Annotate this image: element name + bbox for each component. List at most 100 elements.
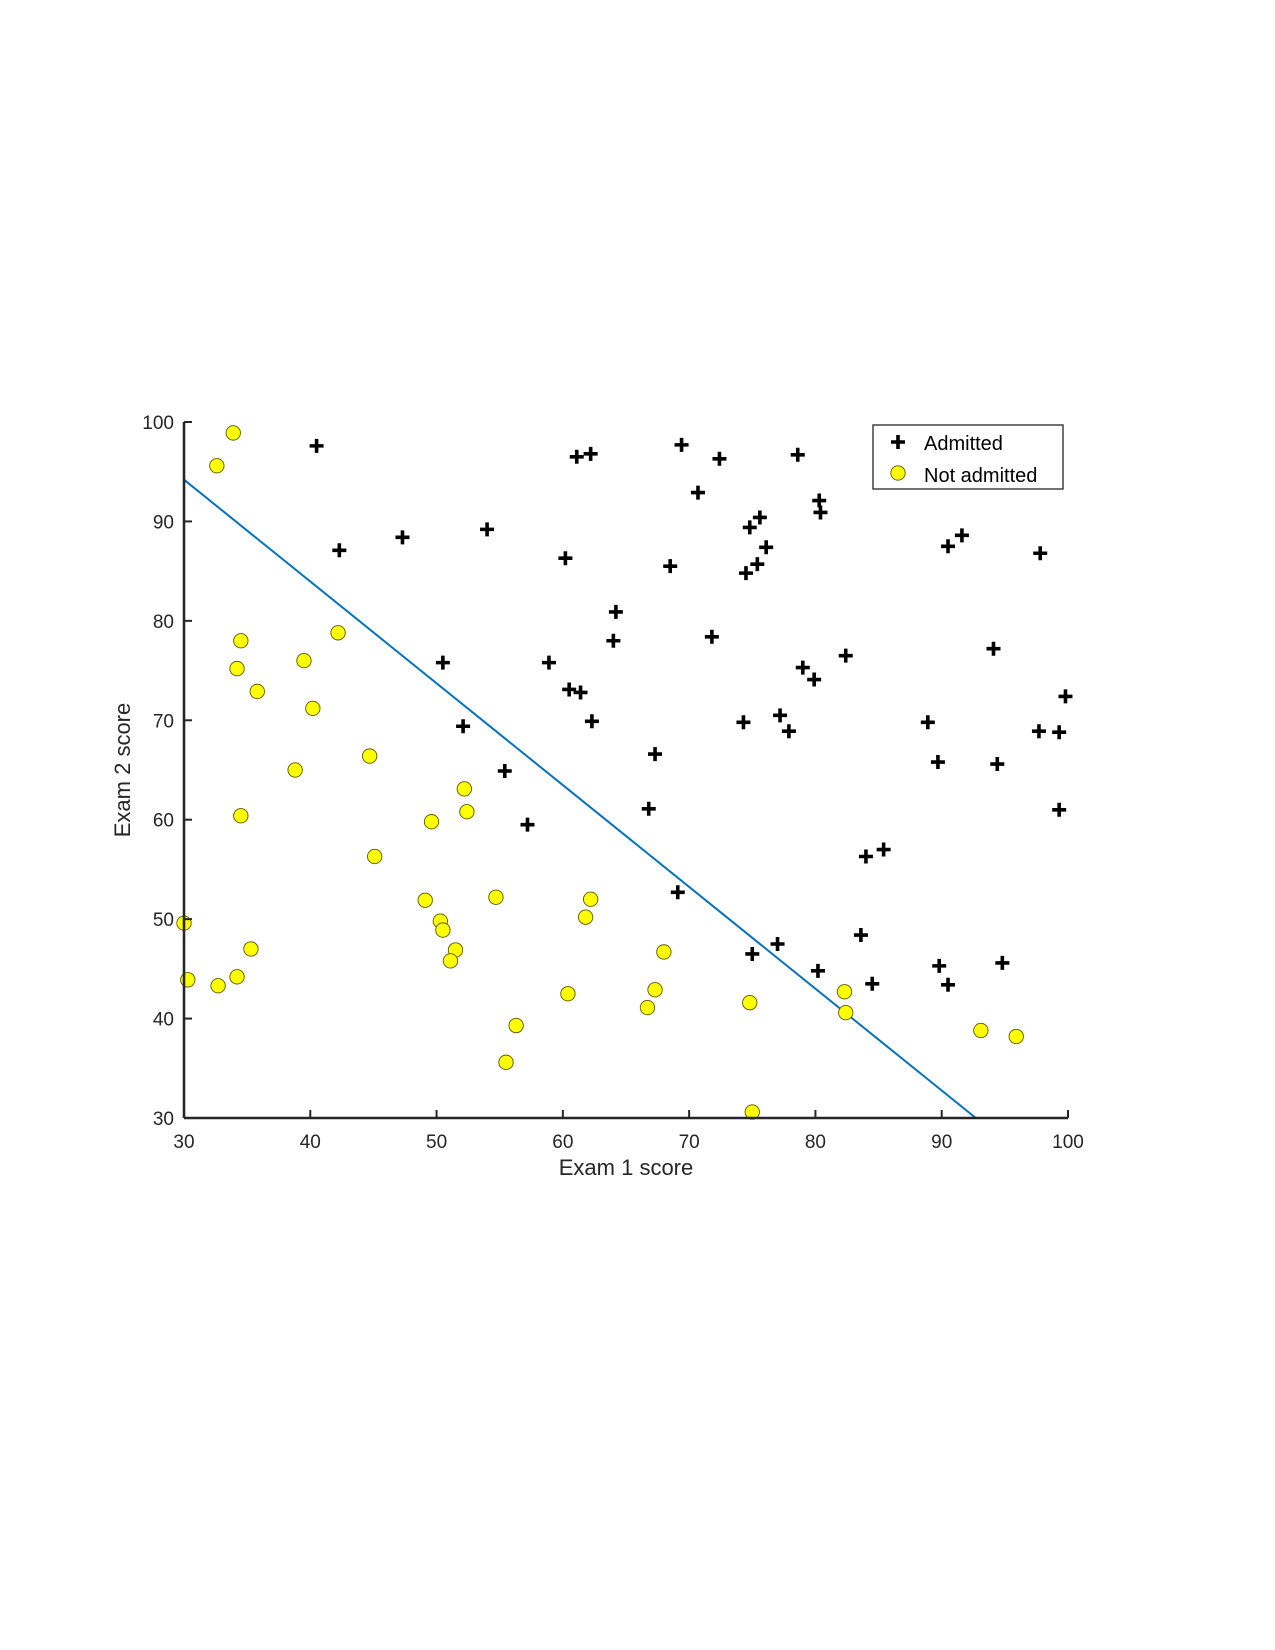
legend: Admitted Not admitted	[872, 424, 1064, 490]
not-admitted-point	[459, 804, 475, 820]
admitted-point	[309, 438, 324, 453]
y-tick-label: 40	[153, 1010, 174, 1031]
admitted-point	[1058, 689, 1073, 704]
admitted-point	[1033, 546, 1048, 561]
not-admitted-point	[243, 941, 259, 957]
y-tick-label: 60	[153, 811, 174, 832]
admitted-point	[941, 539, 956, 554]
admitted-point	[690, 485, 705, 500]
admitted-point	[435, 655, 450, 670]
not-admitted-point	[838, 1004, 854, 1021]
admitted-point	[865, 976, 880, 991]
admitted-point	[990, 757, 1005, 772]
not-admitted-point	[296, 652, 312, 669]
not-admitted-point	[209, 458, 225, 474]
not-admitted-point	[1008, 1028, 1024, 1045]
legend-not-admitted-marker	[890, 465, 906, 481]
admitted-point	[562, 682, 577, 697]
not-admitted-point	[423, 814, 440, 830]
admitted-point	[954, 528, 969, 543]
admitted-point	[1052, 725, 1067, 740]
admitted-point	[941, 977, 956, 992]
not-admitted-point	[639, 999, 656, 1016]
not-admitted-point	[233, 808, 249, 824]
x-tick-label: 70	[679, 1132, 700, 1153]
admitted-point	[608, 604, 623, 619]
admitted-point	[332, 543, 347, 558]
admitted-point	[480, 522, 495, 537]
x-tick-label: 30	[173, 1132, 194, 1153]
legend-label-admitted: Admitted	[924, 433, 1003, 455]
admitted-point	[807, 672, 822, 687]
admitted-point	[704, 629, 719, 644]
x-tick-label: 40	[300, 1132, 321, 1153]
admitted-point	[920, 715, 935, 730]
admitted-point	[583, 446, 598, 461]
not-admitted-point	[836, 984, 853, 1000]
legend-circle-icon	[890, 465, 906, 481]
admitted-point	[853, 928, 868, 943]
axes	[182, 421, 1069, 1120]
admitted-point	[670, 885, 685, 900]
not-admitted-point	[361, 748, 378, 764]
tick-labels: 30 40 50 60 70 80 90 100 30 40 50 60 70 80 90 100	[142, 413, 1084, 1153]
legend-label-not-admitted: Not admitted	[924, 465, 1037, 487]
not-admitted-point	[367, 848, 383, 865]
admitted-point	[932, 958, 947, 973]
not-admitted-point	[233, 633, 249, 649]
not-admitted-point	[498, 1054, 514, 1070]
not-admitted-point	[560, 986, 576, 1002]
admitted-point	[759, 540, 774, 555]
not-admitted-point	[582, 891, 599, 907]
not-admitted-point	[249, 683, 265, 700]
not-admitted-point	[656, 944, 672, 960]
x-tick-label: 100	[1052, 1132, 1084, 1153]
admitted-point	[810, 963, 825, 978]
admitted-point	[773, 708, 788, 723]
admitted-point	[663, 559, 678, 574]
y-tick-label: 80	[153, 612, 174, 633]
admitted-point	[558, 551, 573, 566]
not-admitted-point	[577, 909, 594, 925]
x-tick-label: 80	[805, 1132, 826, 1153]
not-admitted-point	[305, 700, 321, 717]
y-tick-label: 90	[153, 512, 174, 533]
not-admitted-point	[973, 1022, 989, 1039]
admitted-point	[606, 633, 621, 648]
admitted-point	[813, 505, 828, 520]
admitted-point	[584, 714, 599, 729]
admitted-point	[738, 566, 753, 581]
admitted-point	[995, 955, 1010, 970]
admitted-point	[1052, 802, 1067, 817]
decision-boundary-layer	[183, 478, 977, 1119]
not-admitted-point	[647, 982, 663, 998]
admitted-point	[790, 447, 805, 462]
not-admitted-point	[287, 762, 303, 778]
admitted-point	[736, 715, 751, 730]
y-axis-title: Exam 2 score	[110, 703, 135, 838]
x-axis-title: Exam 1 score	[559, 1155, 694, 1180]
not-admitted-point	[435, 922, 451, 938]
y-tick-label: 100	[142, 413, 174, 434]
not-admitted-point	[456, 781, 473, 797]
admitted-point	[750, 557, 765, 572]
admitted-point	[674, 437, 689, 452]
not-admitted-point	[742, 995, 758, 1011]
admitted-point	[569, 449, 584, 464]
legend-admitted-marker	[891, 435, 905, 449]
legend-plus-icon	[891, 435, 905, 449]
not-admitted-point	[417, 892, 433, 908]
data-points-layer	[176, 425, 1073, 1120]
x-tick-label: 90	[931, 1132, 952, 1153]
admitted-point	[395, 530, 410, 545]
admitted-point	[742, 520, 757, 535]
admitted-point	[497, 763, 512, 778]
admitted-point	[648, 747, 663, 762]
legend-box	[872, 424, 1064, 490]
not-admitted-point	[229, 969, 245, 985]
admitted-point	[795, 660, 810, 675]
decision-boundary-line	[183, 478, 977, 1119]
x-tick-label: 60	[552, 1132, 573, 1153]
admitted-point	[456, 719, 471, 734]
